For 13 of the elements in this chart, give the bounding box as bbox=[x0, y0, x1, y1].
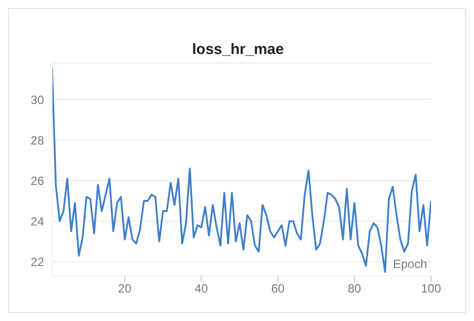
x-tick-label: 100 bbox=[420, 282, 442, 296]
x-tick-label: 40 bbox=[194, 282, 208, 296]
y-tick-label: 22 bbox=[30, 255, 44, 270]
y-tick-label: 28 bbox=[30, 133, 44, 148]
y-tick-label: 26 bbox=[30, 174, 44, 188]
y-tick-label: 24 bbox=[30, 214, 44, 228]
x-tick-label: 20 bbox=[118, 282, 132, 296]
x-tick-label: 60 bbox=[271, 282, 285, 296]
y-tick-label: 30 bbox=[30, 92, 44, 107]
line-series bbox=[52, 66, 431, 273]
chart-title: loss_hr_mae bbox=[191, 41, 285, 58]
x-axis-title: Epoch bbox=[392, 257, 427, 271]
x-tick-label: 80 bbox=[348, 282, 362, 296]
